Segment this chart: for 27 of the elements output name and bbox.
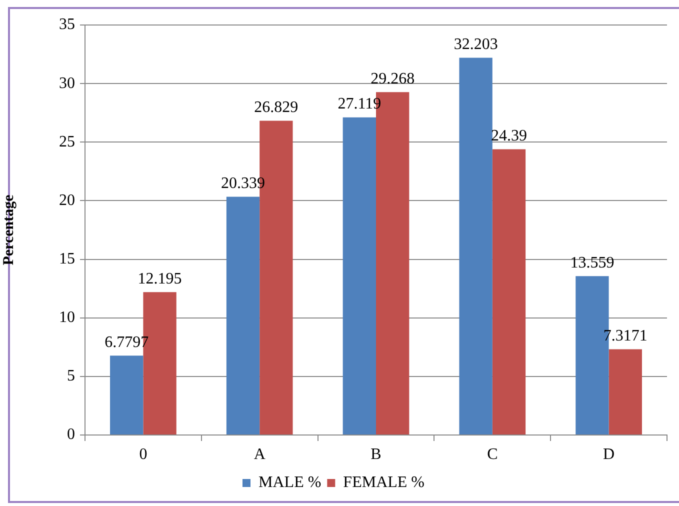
data-label: 29.268 [370,70,415,88]
y-tick-label: 25 [59,133,75,150]
x-tick-label: C [487,446,498,463]
y-tick-label: 15 [59,250,75,268]
y-axis-title: Percentage [0,194,17,266]
data-label: 12.195 [138,270,182,288]
data-label: 26.829 [254,98,298,116]
data-label: 13.559 [570,254,614,272]
y-tick-label: 30 [59,74,75,92]
bar [608,349,642,434]
legend-label: MALE % [258,474,322,492]
bar [226,196,260,434]
x-tick-label: D [603,446,615,463]
y-tick-label: 35 [59,16,75,34]
y-tick-label: 20 [59,192,75,209]
bar [342,117,376,434]
x-tick-label: 0 [139,446,148,463]
bar [459,58,492,434]
x-tick-label: B [370,446,382,463]
bar [110,356,144,434]
bar [492,149,526,434]
y-tick-label: 0 [67,426,75,444]
legend-label: FEMALE % [343,474,424,492]
data-label: 32.203 [454,36,498,53]
x-tick-label: A [254,446,266,463]
y-tick-label: 5 [67,368,75,385]
y-tick-label: 10 [59,309,75,326]
